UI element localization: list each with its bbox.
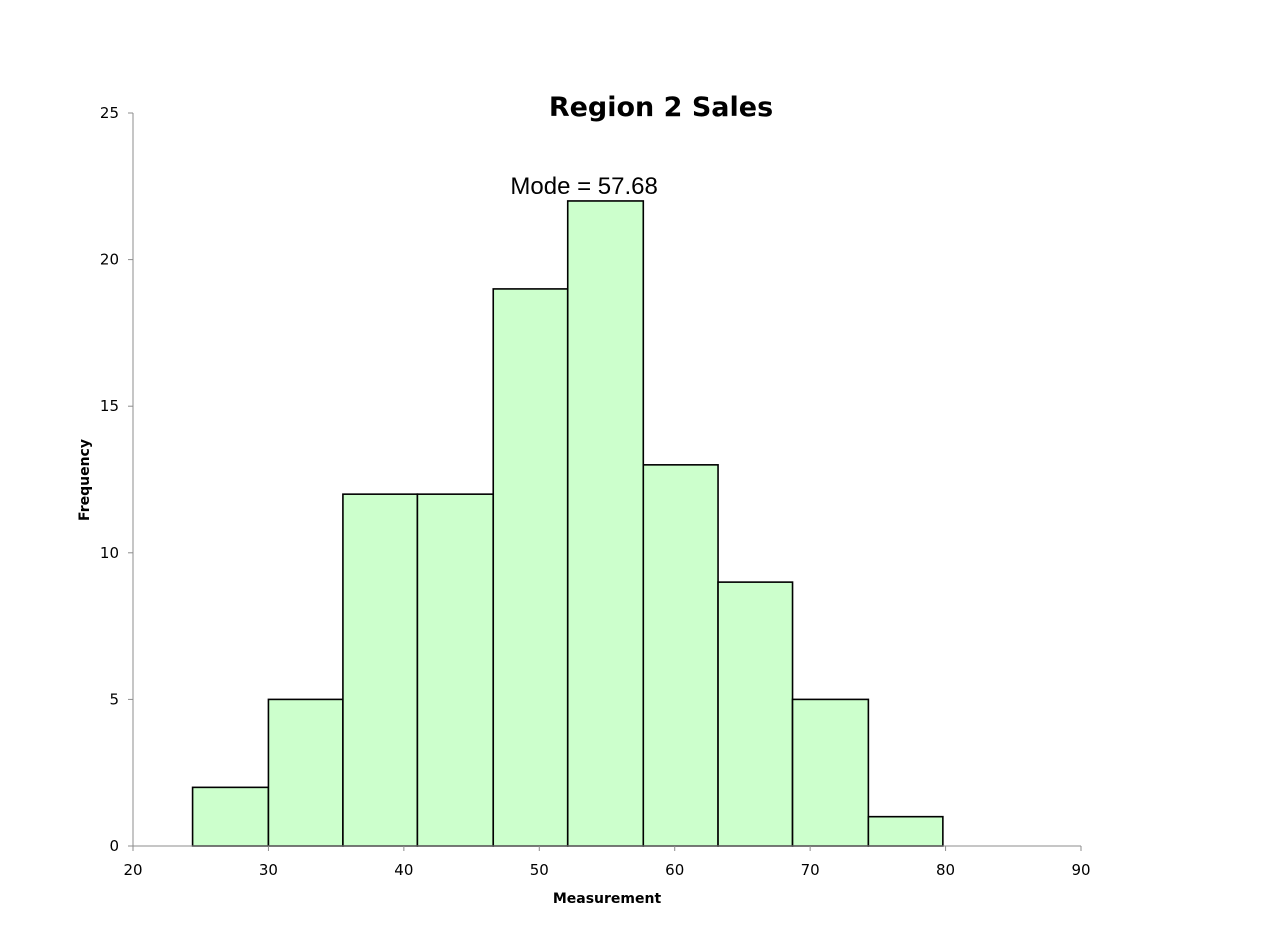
y-tick-label: 0 [109,837,119,855]
y-tick-label: 5 [109,690,119,708]
x-tick-label: 70 [801,861,820,879]
x-tick-label: 40 [394,861,413,879]
y-axis-label: Frequency [77,439,93,521]
chart-title: Region 2 Sales [549,92,773,123]
histogram-bar-5 [492,288,569,847]
x-tick-label: 20 [123,861,142,879]
x-tick-label: 80 [936,861,955,879]
histogram-bar-10 [867,815,944,847]
histogram-bar-2 [267,698,344,847]
histogram-bar-3 [342,493,419,847]
x-axis-label: Measurement [553,891,662,907]
x-tick-label: 30 [259,861,278,879]
bars-layer [191,200,944,847]
y-tick-label: 20 [100,251,119,269]
x-tick-label: 90 [1071,861,1090,879]
histogram-bar-4 [416,493,495,847]
histogram-bar-8 [717,581,794,847]
x-tick-label: 60 [665,861,684,879]
mode-annotation: Mode = 57.68 [510,173,657,200]
y-tick-label: 10 [100,544,119,562]
x-tick-label: 50 [530,861,549,879]
ticks-layer: 20 30 40 50 60 70 80 90 0 5 10 15 20 25 [100,104,1091,879]
histogram-bar-9 [791,698,870,847]
y-tick-label: 15 [100,397,119,415]
histogram-bar-1 [191,786,270,847]
histogram-bar-6 [566,200,645,847]
histogram-bar-7 [642,464,719,847]
y-tick-label: 25 [100,104,119,122]
